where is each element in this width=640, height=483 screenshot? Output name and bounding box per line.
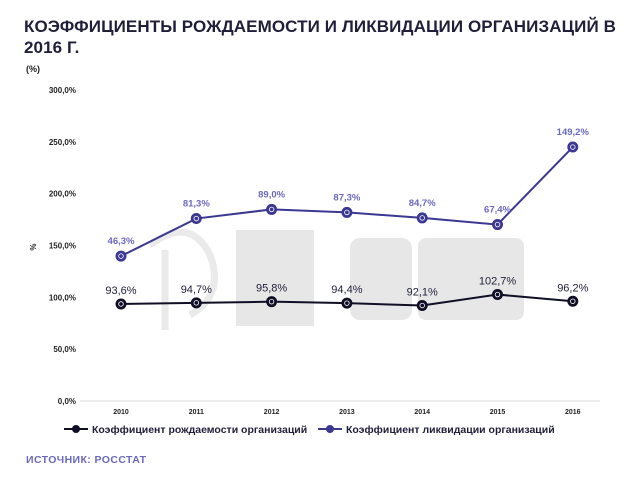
y-tick-label: 150,0% <box>49 242 76 251</box>
data-point-marker-liquidation <box>570 144 576 150</box>
legend-item-liquidation: Коэффициент ликвидации организаций <box>318 424 555 436</box>
data-point-marker-liquidation <box>419 215 425 221</box>
data-point-birth <box>416 300 428 312</box>
data-point-marker-liquidation <box>118 253 124 259</box>
data-point-liquidation <box>341 206 353 218</box>
x-tick-label: 2012 <box>264 409 280 416</box>
legend-swatch-marker <box>326 425 334 433</box>
data-point-birth <box>115 298 127 310</box>
x-tick-label: 2016 <box>565 409 581 416</box>
data-label-birth: 94,4% <box>331 284 362 296</box>
data-label-liquidation: 81,3% <box>183 199 210 210</box>
data-label-birth: 93,6% <box>105 285 136 297</box>
source-note: ИСТОЧНИК: РОССТАТ <box>26 454 147 466</box>
data-point-marker-birth <box>570 298 576 304</box>
data-label-birth: 102,7% <box>479 276 517 288</box>
data-point-marker-birth <box>193 300 199 306</box>
data-label-liquidation: 46,3% <box>108 236 135 247</box>
data-point-marker-birth <box>268 298 275 305</box>
data-point-liquidation <box>115 250 127 262</box>
data-label-liquidation: 89,0% <box>258 189 285 200</box>
y-axis-title: % <box>29 243 38 250</box>
unit-label: (%) <box>26 64 40 74</box>
y-tick-label: 50,0% <box>53 345 76 354</box>
data-point-birth <box>567 295 579 307</box>
data-point-marker-liquidation <box>193 215 199 222</box>
series-birth: 93,6% 94,7% 95,8% 94,4% 92,1% 102,7% 96,2% <box>105 276 589 312</box>
data-label-liquidation: 84,7% <box>409 198 436 209</box>
data-point-birth <box>190 297 202 309</box>
x-tick-label: 2011 <box>189 409 204 416</box>
data-point-marker-liquidation <box>494 221 501 228</box>
data-label-birth: 96,2% <box>557 282 588 294</box>
chart-title: КОЭФФИЦИЕНТЫ РОЖДАЕМОСТИ И ЛИКВИДАЦИИ ОР… <box>24 17 616 57</box>
x-tick-label: 2014 <box>414 409 430 416</box>
legend-swatch-marker <box>72 425 80 433</box>
data-point-marker-birth <box>344 300 350 306</box>
y-tick-label: 250,0% <box>49 138 76 147</box>
x-tick-label: 2010 <box>113 409 129 416</box>
data-point-marker-birth <box>494 291 501 298</box>
legend-label: Коэффициент рождаемости организаций <box>92 424 307 436</box>
data-point-birth <box>341 297 353 309</box>
data-label-birth: 92,1% <box>407 287 438 299</box>
series-liquidation: 46,3% 81,3% 89,0% 87,3% 84,7% 67,4% 149,2% <box>108 127 590 262</box>
y-tick-label: 0,0% <box>58 397 76 406</box>
x-tick-label: 2015 <box>490 409 506 416</box>
data-label-birth: 95,8% <box>256 283 287 295</box>
data-label-liquidation: 67,4% <box>484 205 511 216</box>
watermark-block-left <box>236 230 314 326</box>
watermark <box>147 228 524 330</box>
y-axis: 0,0% 50,0% 100,0% 150,0% 200,0% 250,0% 300,0%% <box>29 86 76 406</box>
legend: Коэффициент рождаемости организаций Коэфф… <box>64 424 555 436</box>
data-label-liquidation: 87,3% <box>333 192 360 203</box>
y-tick-label: 200,0% <box>49 190 76 199</box>
data-point-liquidation <box>567 141 579 153</box>
legend-label: Коэффициент ликвидации организаций <box>346 424 555 436</box>
data-point-liquidation <box>492 219 503 231</box>
data-point-birth <box>492 289 503 301</box>
data-point-marker-liquidation <box>268 206 275 213</box>
legend-item-birth: Коэффициент рождаемости организаций <box>64 424 307 436</box>
y-tick-label: 300,0% <box>49 86 76 95</box>
x-tick-label: 2013 <box>339 409 355 416</box>
data-point-birth <box>266 296 278 308</box>
data-point-marker-birth <box>419 302 425 309</box>
data-point-marker-birth <box>118 301 124 307</box>
watermark-block-mid <box>350 238 412 320</box>
data-point-liquidation <box>190 213 202 225</box>
data-label-birth: 94,7% <box>181 284 212 296</box>
y-tick-label: 100,0% <box>49 293 76 302</box>
x-axis: 2010 2011 2012 2013 2014 2015 2016 <box>80 400 600 416</box>
data-point-liquidation <box>416 212 428 224</box>
data-point-liquidation <box>266 203 278 215</box>
series-lines: 93,6% 94,7% 95,8% 94,4% 92,1% 102,7% 96,2% 46,3… <box>105 127 590 312</box>
data-point-marker-liquidation <box>344 209 350 216</box>
data-label-liquidation: 149,2% <box>557 127 590 138</box>
watermark-stroke <box>147 228 218 330</box>
